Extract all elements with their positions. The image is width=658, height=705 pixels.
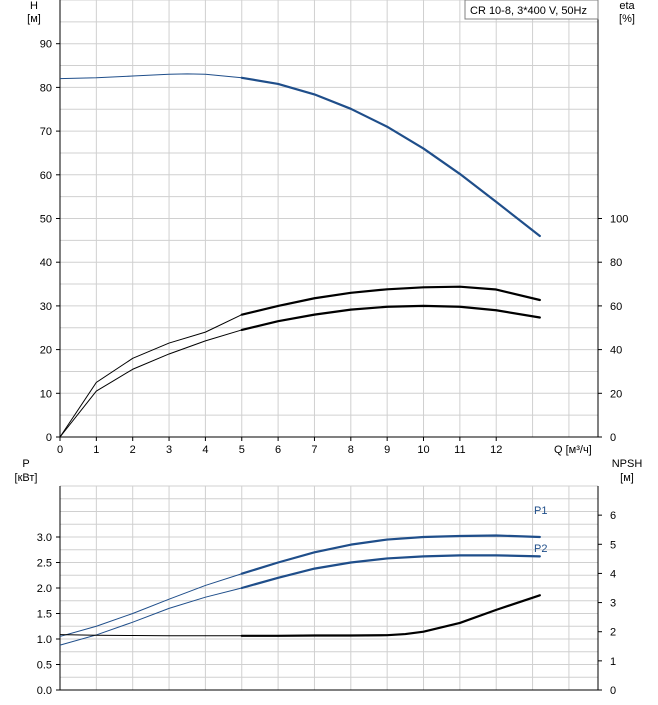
- right-tick-label: 6: [610, 510, 616, 522]
- series-top-1-line-thin: [59, 314, 242, 438]
- power-axis-label-line1: P: [22, 458, 29, 470]
- series-bottom-0-line-thin: [59, 573, 242, 637]
- right-tick-label: 2: [610, 627, 616, 639]
- x-axis-label: Q [м³/ч]: [554, 444, 592, 456]
- right-tick-label: 1: [610, 656, 616, 668]
- x-tick-label: 3: [166, 444, 172, 456]
- right-tick-label: 5: [610, 539, 616, 551]
- x-tick-label: 5: [239, 444, 245, 456]
- series-bottom-2-line: [240, 594, 541, 637]
- x-tick-label: 10: [417, 444, 429, 456]
- series-bottom-1-line-thin: [59, 587, 242, 646]
- left-tick-label: 30: [40, 301, 52, 313]
- x-tick-label: 12: [490, 444, 502, 456]
- series-label-p1: P1: [534, 505, 547, 517]
- x-tick-label: 0: [57, 444, 63, 456]
- x-tick-label: 6: [275, 444, 281, 456]
- right-tick-label: 80: [610, 257, 622, 269]
- right-tick-label: 3: [610, 598, 616, 610]
- right-axis-label-line1: eta: [619, 0, 635, 12]
- top-series-group: [59, 73, 541, 438]
- left-tick-label: 0.0: [37, 685, 52, 697]
- left-axis-label-line2: [м]: [27, 13, 41, 25]
- series-top-2-line-thin: [59, 329, 242, 438]
- x-tick-label: 9: [384, 444, 390, 456]
- left-tick-label: 2.0: [37, 583, 52, 595]
- x-tick-label: 8: [348, 444, 354, 456]
- right-tick-label: 0: [610, 432, 616, 444]
- x-tick-label: 4: [202, 444, 208, 456]
- left-tick-label: 10: [40, 388, 52, 400]
- right-tick-label: 0: [610, 685, 616, 697]
- top-grid: [59, 0, 598, 438]
- left-tick-label: 90: [40, 39, 52, 51]
- legend-title: CR 10-8, 3*400 V, 50Hz: [470, 5, 587, 17]
- right-tick-label: 60: [610, 301, 622, 313]
- power-npsh-panel: 0.0 0.5 1.0 1.5 2.0 2.5 3.0 0 1 2 3 4 5 6 P [кВт] NPS…: [15, 458, 643, 697]
- left-tick-label: 0: [46, 432, 52, 444]
- left-axis-label-line1: H: [30, 0, 38, 12]
- left-tick-label: 80: [40, 82, 52, 94]
- series-top-1-line: [240, 285, 541, 316]
- series-bottom-0-line: [240, 534, 541, 575]
- right-tick-label: 20: [610, 388, 622, 400]
- right-tick-label: 100: [610, 214, 628, 226]
- bottom-series-group: [59, 534, 541, 646]
- x-tick-label: 1: [93, 444, 99, 456]
- left-tick-label: 1.0: [37, 634, 52, 646]
- left-tick-label: 50: [40, 214, 52, 226]
- left-tick-label: 20: [40, 345, 52, 357]
- npsh-axis-label-line2: [м]: [620, 472, 634, 484]
- series-top-0-line-thin: [59, 73, 242, 80]
- right-tick-label: 40: [610, 345, 622, 357]
- series-bottom-2-line-thin: [59, 634, 242, 637]
- x-tick-label: 11: [454, 444, 465, 456]
- power-axis-label-line2: [кВт]: [15, 472, 38, 484]
- left-tick-label: 2.5: [37, 558, 52, 570]
- right-tick-label: 4: [610, 568, 616, 580]
- x-tick-label: 2: [130, 444, 136, 456]
- npsh-axis-label-line1: NPSH: [612, 458, 643, 470]
- legend-box: [464, 0, 599, 20]
- left-tick-label: 0.5: [37, 660, 52, 672]
- left-tick-label: 70: [40, 126, 52, 138]
- series-top-2-line: [240, 304, 541, 332]
- series-label-p2: P2: [534, 543, 547, 555]
- x-tick-label: 7: [311, 444, 317, 456]
- right-axis-label-line2: [%]: [619, 13, 635, 25]
- series-top-0-line: [240, 76, 541, 238]
- left-tick-label: 1.5: [37, 609, 52, 621]
- left-tick-label: 3.0: [37, 532, 52, 544]
- series-bottom-1-line: [240, 554, 541, 590]
- left-tick-label: 60: [40, 170, 52, 182]
- left-tick-label: 40: [40, 257, 52, 269]
- bottom-tick-labels: 0.0 0.5 1.0 1.5 2.0 2.5 3.0 0 1 2 3 4 5 6: [37, 510, 616, 697]
